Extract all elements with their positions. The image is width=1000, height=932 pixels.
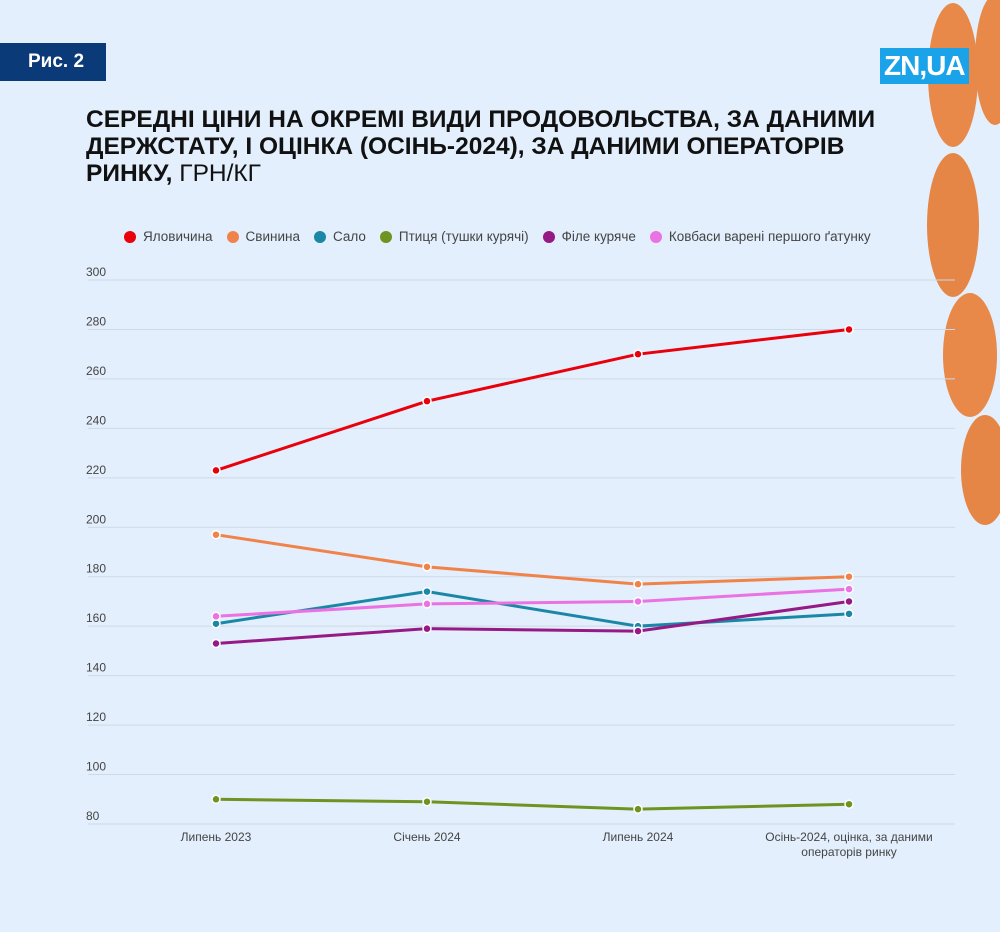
legend-label: Свинина — [245, 229, 300, 244]
x-tick-label: Липень 2023 — [181, 830, 252, 844]
legend-item[interactable]: Птиця (тушки курячі) — [379, 229, 529, 244]
series-line — [215, 587, 850, 618]
legend-label: Філе куряче — [561, 229, 636, 244]
legend-label: Птиця (тушки курячі) — [398, 229, 529, 244]
data-point[interactable] — [633, 579, 643, 589]
data-point[interactable] — [844, 799, 854, 809]
data-point[interactable] — [844, 324, 854, 335]
data-point[interactable] — [211, 638, 221, 649]
y-tick-label: 220 — [86, 463, 106, 477]
data-point[interactable] — [844, 584, 854, 594]
legend-marker-icon — [226, 230, 239, 243]
y-tick-label: 180 — [86, 562, 106, 576]
legend-item[interactable]: Сало — [313, 229, 366, 244]
data-point[interactable] — [211, 611, 221, 622]
data-point[interactable] — [633, 804, 643, 814]
legend-label: Ковбаси варені першого ґатунку — [668, 229, 871, 244]
y-tick-label: 120 — [86, 710, 106, 724]
legend: Яловичина Свинина Сало Птиця (тушки курячі)… — [124, 229, 871, 244]
legend-label: Сало — [332, 229, 366, 244]
x-tick-label: Липень 2024 — [603, 830, 674, 844]
legend-marker-icon — [124, 230, 136, 243]
figure-label: Рис. 2 — [0, 43, 106, 81]
y-tick-label: 100 — [86, 760, 106, 774]
series-line — [215, 590, 850, 628]
title-unit: ГРН/КГ — [172, 160, 261, 187]
legend-item[interactable]: Яловичина — [124, 229, 213, 244]
data-point[interactable] — [211, 465, 221, 476]
series-line — [215, 327, 850, 472]
legend-item[interactable]: Філе куряче — [542, 229, 636, 244]
data-point[interactable] — [422, 396, 432, 406]
x-tick-label: Осінь-2024, оцінка, за даними операторів … — [765, 830, 932, 859]
legend-item[interactable]: Ковбаси варені першого ґатунку — [649, 229, 871, 244]
data-point[interactable] — [633, 596, 643, 607]
data-point[interactable] — [844, 596, 854, 607]
series-line — [215, 599, 850, 645]
y-tick-label: 240 — [86, 413, 106, 427]
legend-marker-icon — [649, 230, 662, 243]
legend-item[interactable]: Свинина — [226, 229, 300, 244]
title-bold: СЕРЕДНІ ЦІНИ НА ОКРЕМІ ВИДИ ПРОДОВОЛЬСТВ… — [86, 106, 876, 187]
x-tick-label: Січень 2024 — [393, 830, 460, 844]
series-line — [215, 797, 850, 811]
y-tick-label: 260 — [86, 364, 106, 378]
legend-marker-icon — [379, 230, 392, 243]
legend-marker-icon — [313, 230, 326, 243]
data-point[interactable] — [422, 623, 432, 634]
data-point[interactable] — [633, 626, 643, 636]
y-tick-label: 200 — [86, 512, 106, 526]
data-point[interactable] — [422, 562, 432, 572]
y-tick-label: 160 — [86, 611, 106, 625]
data-point[interactable] — [211, 794, 221, 805]
series-line — [215, 533, 850, 586]
y-tick-label: 80 — [86, 809, 100, 823]
data-point[interactable] — [211, 529, 221, 540]
data-point[interactable] — [844, 571, 854, 582]
data-point[interactable] — [422, 599, 432, 609]
data-point[interactable] — [633, 349, 643, 359]
data-point[interactable] — [422, 586, 432, 597]
y-tick-label: 280 — [86, 314, 106, 328]
legend-marker-icon — [542, 230, 555, 243]
data-point[interactable] — [422, 796, 432, 807]
zn-ua-logo: ZN,UA — [880, 48, 969, 84]
y-tick-label: 140 — [86, 661, 106, 675]
legend-label: Яловичина — [143, 229, 213, 244]
chart-title: СЕРЕДНІ ЦІНИ НА ОКРЕМІ ВИДИ ПРОДОВОЛЬСТВ… — [86, 106, 926, 187]
data-point[interactable] — [844, 609, 854, 619]
y-tick-label: 300 — [86, 265, 106, 279]
